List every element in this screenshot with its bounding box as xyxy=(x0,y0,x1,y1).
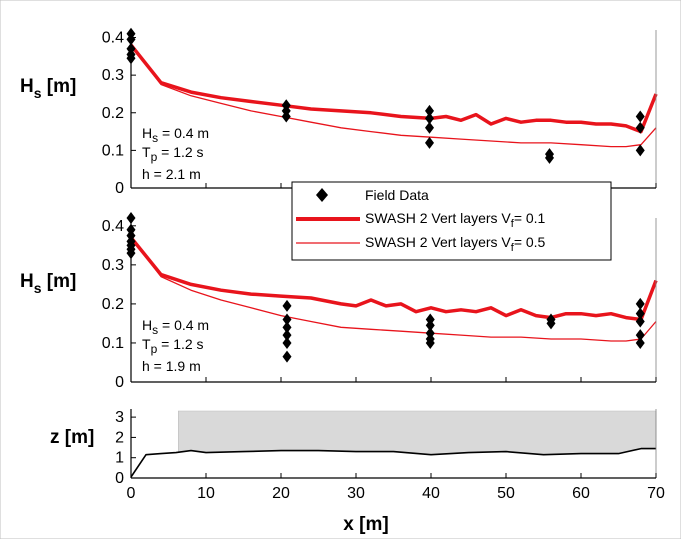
x-tick-label: 30 xyxy=(347,485,365,502)
field-data-point xyxy=(425,336,435,349)
series-line-vf-0-5-panel-0 xyxy=(130,44,657,148)
y-tick-label: 0.1 xyxy=(102,335,124,352)
x-tick-label: 50 xyxy=(497,485,515,502)
field-data-point xyxy=(282,299,292,312)
y-tick-label: 0.4 xyxy=(102,30,124,47)
field-data-point xyxy=(635,329,645,342)
series-line-vf-0-5-panel-1 xyxy=(130,237,657,342)
x-tick-label: 10 xyxy=(197,485,215,502)
y-tick-label: 0.4 xyxy=(102,218,124,235)
water-column-fill xyxy=(178,410,657,456)
field-data-point xyxy=(282,336,292,349)
y-tick-label: 0.3 xyxy=(102,257,124,274)
field-data-point xyxy=(282,329,292,342)
y-tick-label: 0 xyxy=(115,470,124,487)
legend-label-vf-0-1: SWASH 2 Vert layers Vf= 0.1 xyxy=(365,210,546,230)
series-line-vf-0-1-panel-1 xyxy=(129,236,658,322)
field-data-point xyxy=(635,336,645,349)
field-data-point xyxy=(635,297,645,310)
x-tick-label: 70 xyxy=(647,485,665,502)
field-data-point xyxy=(545,151,554,164)
plot-area-0 xyxy=(131,30,656,188)
series-line-vf-0-1-panel-0 xyxy=(129,43,658,134)
annotations-top: Hs = 0.4 m Tp = 1.2 s h = 2.1 m xyxy=(142,125,209,182)
field-data-point xyxy=(635,315,645,328)
field-data-point xyxy=(282,321,292,334)
y-tick-label: 0.2 xyxy=(102,105,124,122)
legend-label-vf-0-5: SWASH 2 Vert layers Vf= 0.5 xyxy=(365,234,546,254)
legend-entry-vf-0-1: SWASH 2 Vert layers Vf= 0.1 xyxy=(296,210,546,230)
annotations-middle: Hs = 0.4 m Tp = 1.2 s h = 1.9 m xyxy=(142,317,209,374)
legend-diamond-marker xyxy=(316,188,328,202)
y-tick-label: 0.1 xyxy=(102,142,124,159)
bed-profile-line-panel-2 xyxy=(130,447,656,478)
y-tick-label: 0 xyxy=(115,180,124,197)
field-data-point xyxy=(425,136,434,149)
field-data-point xyxy=(281,110,291,123)
annotation-h-top: h = 2.1 m xyxy=(142,166,201,182)
y-tick-label: 0 xyxy=(115,374,124,391)
annotation-tp-middle: Tp = 1.2 s xyxy=(142,336,204,356)
field-data-point xyxy=(282,313,292,326)
annotation-hs-top: Hs = 0.4 m xyxy=(142,125,209,145)
annotation-tp-top: Tp = 1.2 s xyxy=(142,144,204,164)
y-tick-label: 1 xyxy=(115,450,124,467)
y-tick-label: 0.3 xyxy=(102,67,124,84)
legend: Field Data SWASH 2 Vert layers Vf= 0.1 S… xyxy=(291,181,612,261)
ylabel-top: Hs [m] xyxy=(20,76,76,101)
x-tick-label: 40 xyxy=(422,485,440,502)
x-tick-label: 20 xyxy=(272,485,290,502)
field-data-point xyxy=(425,319,435,332)
x-tick-label: 0 xyxy=(127,485,136,502)
field-data-point xyxy=(282,350,292,363)
legend-entry-vf-0-5: SWASH 2 Vert layers Vf= 0.5 xyxy=(296,234,546,254)
field-data-point xyxy=(546,317,556,330)
y-tick-label: 0.2 xyxy=(102,296,124,313)
ylabel-bottom: z [m] xyxy=(50,427,94,448)
x-tick-label: 60 xyxy=(572,485,590,502)
field-data-point xyxy=(425,121,434,134)
y-tick-label: 3 xyxy=(115,409,124,426)
field-data-point xyxy=(425,104,434,117)
ylabel-middle: Hs [m] xyxy=(20,271,76,296)
annotation-hs-middle: Hs = 0.4 m xyxy=(142,317,209,337)
field-data-point xyxy=(635,307,645,320)
xlabel-bottom: x [m] xyxy=(343,514,388,535)
field-data-point xyxy=(635,110,645,123)
legend-entry-field-data: Field Data xyxy=(316,187,429,203)
field-data-point xyxy=(425,112,434,125)
legend-label-field-data: Field Data xyxy=(365,187,429,203)
field-data-point xyxy=(635,144,645,157)
field-data-point xyxy=(635,121,645,134)
y-tick-label: 2 xyxy=(115,429,124,446)
annotation-h-middle: h = 1.9 m xyxy=(142,358,201,374)
